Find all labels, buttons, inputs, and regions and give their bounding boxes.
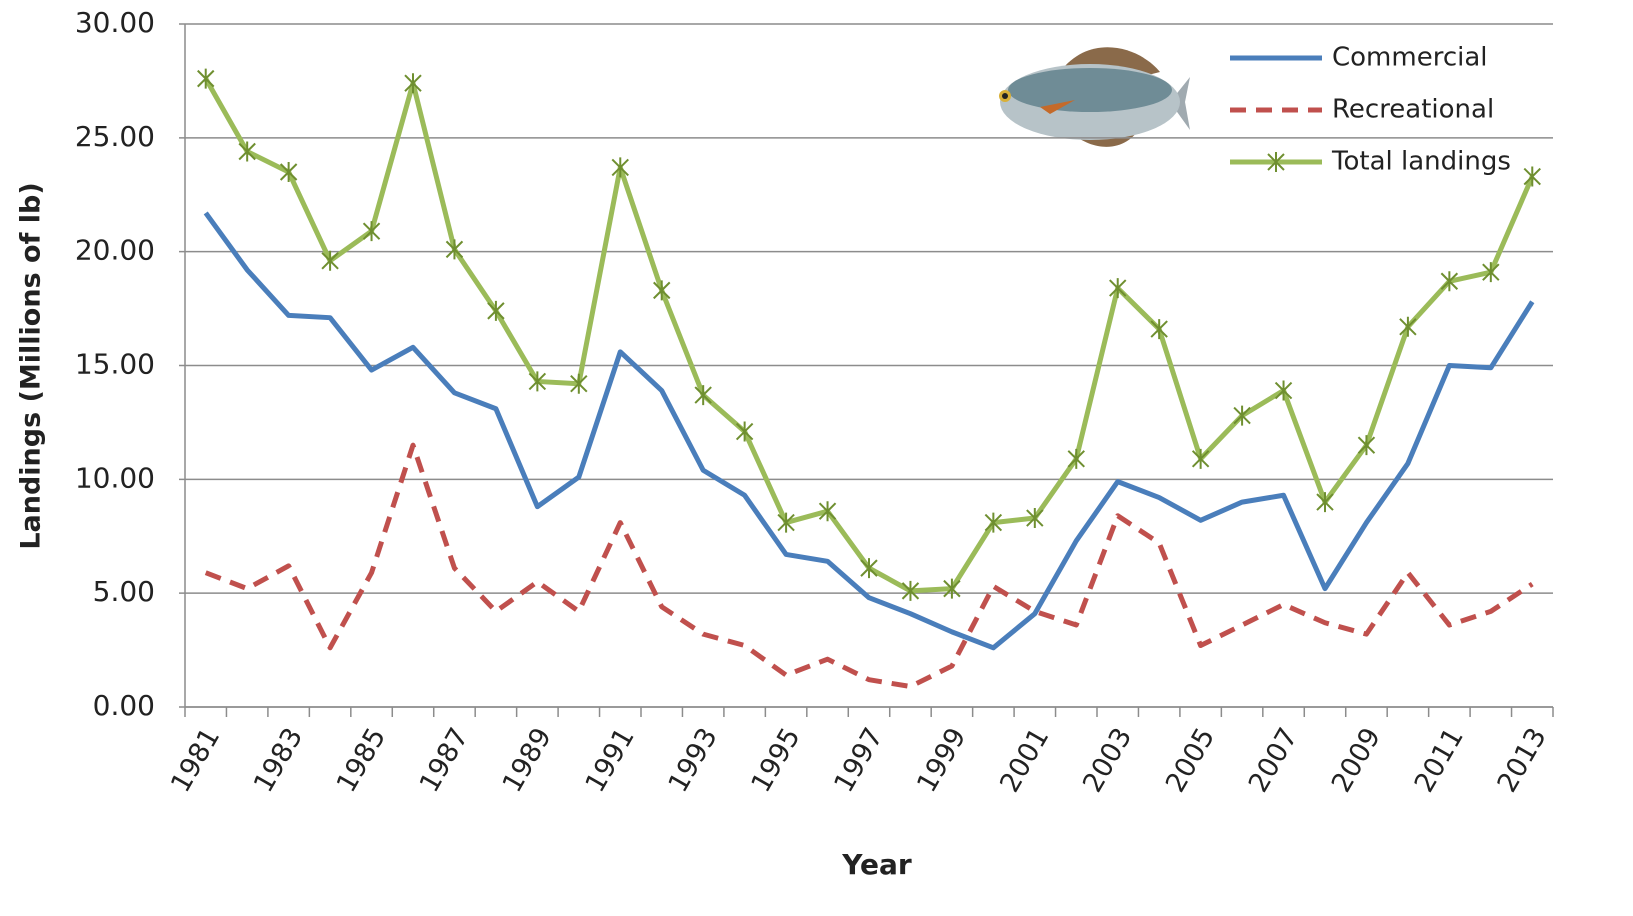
- marker: [694, 385, 712, 406]
- marker: [1109, 278, 1127, 299]
- marker: [1026, 508, 1044, 529]
- y-tick-label: 15.00: [75, 348, 155, 381]
- marker: [528, 371, 547, 392]
- marker: [321, 250, 339, 271]
- marker: [860, 558, 878, 579]
- marker: [238, 141, 256, 162]
- marker: [404, 73, 422, 94]
- fish-illustration: [999, 47, 1190, 147]
- marker: [1440, 271, 1459, 292]
- y-tick-label: 10.00: [75, 461, 155, 494]
- marker: [1150, 319, 1168, 340]
- legend-marker: [1267, 152, 1285, 172]
- marker: [279, 161, 298, 182]
- series-line: [203, 211, 1535, 651]
- series-line: [204, 442, 1534, 690]
- marker: [943, 578, 961, 599]
- y-tick-label: 20.00: [75, 234, 155, 267]
- marker: [1274, 380, 1293, 401]
- marker: [777, 512, 795, 533]
- y-tick-label: 5.00: [93, 575, 155, 608]
- marker: [1233, 405, 1251, 426]
- marker: [653, 280, 671, 301]
- series: [203, 211, 1535, 651]
- marker: [1191, 448, 1210, 469]
- marker: [818, 501, 837, 522]
- marker: [1523, 166, 1541, 187]
- legend-label: Recreational: [1332, 95, 1494, 125]
- legend-label: Total landings: [1331, 147, 1511, 177]
- marker: [1399, 316, 1417, 337]
- y-tick-label: 30.00: [75, 6, 155, 39]
- marker: [1316, 492, 1334, 513]
- marker: [901, 580, 920, 601]
- marker: [1357, 435, 1376, 456]
- marker: [445, 239, 464, 260]
- y-tick-label: 0.00: [93, 689, 155, 722]
- marker: [611, 157, 629, 178]
- marker: [487, 300, 505, 321]
- y-tick-label: 25.00: [75, 120, 155, 153]
- marker: [1067, 448, 1085, 469]
- marker: [735, 421, 754, 442]
- y-axis-title: Landings (Millions of lb): [16, 182, 47, 549]
- marker: [1482, 262, 1500, 283]
- legend-label: Commercial: [1332, 43, 1488, 73]
- marker: [362, 221, 381, 242]
- series: [197, 68, 1541, 601]
- marker: [984, 512, 1003, 533]
- x-axis-title: Year: [841, 848, 912, 881]
- series: [204, 442, 1534, 690]
- marker: [570, 373, 588, 394]
- marker: [197, 68, 215, 89]
